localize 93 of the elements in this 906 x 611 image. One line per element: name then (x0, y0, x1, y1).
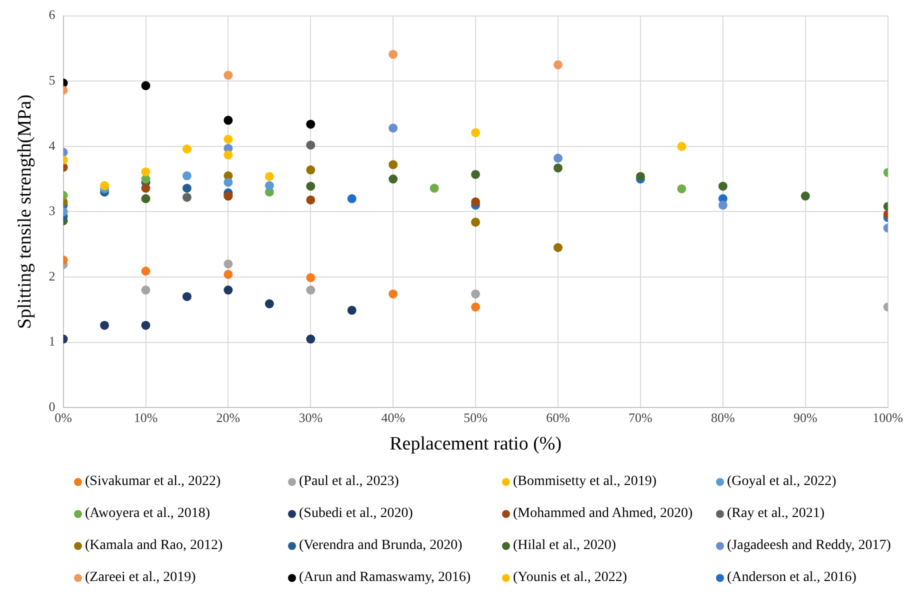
point (471, 197, 480, 206)
point (306, 140, 316, 150)
point (264, 181, 274, 190)
point (306, 120, 316, 129)
legend-label: (Bommisetty et al., 2019) (513, 474, 656, 490)
point (182, 192, 192, 202)
point (306, 273, 316, 282)
point (347, 194, 356, 204)
point (718, 200, 728, 210)
point (182, 292, 192, 302)
x-tick-label: 0% (54, 410, 72, 425)
legend-label: (Ray et al., 2021) (727, 506, 825, 522)
point (306, 334, 316, 344)
y-tick-label: 3 (48, 203, 56, 218)
y-tick-label: 6 (48, 7, 56, 22)
legend-label: (Anderson et al., 2016) (727, 570, 856, 586)
point (554, 163, 563, 172)
point (224, 134, 233, 144)
x-axis-title: Replacement ratio (%) (390, 434, 562, 455)
point (677, 142, 686, 151)
legend-label: (Paul et al., 2023) (299, 474, 399, 490)
legend-label: (Younis et al., 2022) (513, 570, 628, 586)
point (388, 50, 398, 59)
point (388, 289, 398, 298)
legend-label: (Hilal et al., 2020) (513, 538, 616, 554)
point (264, 172, 274, 181)
legend-label: (Zareei et al., 2019) (85, 570, 196, 586)
x-tick-label: 10% (134, 410, 158, 425)
point (224, 116, 233, 125)
point (347, 306, 356, 315)
y-axis-title: Splitting tensile strength(MPa) (14, 94, 36, 329)
point (141, 167, 150, 176)
point (141, 286, 150, 295)
legend-label: (Awoyera et al., 2018) (85, 506, 210, 522)
x-tick-label: 20% (216, 410, 240, 425)
point (306, 182, 316, 191)
x-tick-label: 70% (628, 410, 653, 425)
point (306, 165, 316, 174)
point (100, 181, 110, 190)
point (471, 289, 480, 298)
point (306, 195, 316, 204)
x-tick-label: 40% (381, 410, 406, 425)
x-tick-label: 90% (793, 410, 818, 425)
point (677, 184, 686, 194)
point (264, 299, 274, 308)
point (718, 182, 728, 191)
point (471, 302, 480, 312)
point (388, 160, 398, 170)
point (182, 171, 192, 180)
point (800, 192, 810, 201)
point (224, 70, 233, 80)
y-tick-label: 4 (48, 138, 56, 153)
x-tick-label: 50% (464, 410, 488, 425)
legend-label: (Verendra and Brunda, 2020) (299, 538, 462, 554)
x-tick-label: 100% (872, 410, 904, 425)
point (554, 243, 563, 252)
point (554, 60, 563, 70)
point (224, 259, 233, 268)
point (224, 178, 233, 187)
point (141, 184, 150, 193)
x-tick-label: 30% (298, 410, 323, 425)
point (388, 174, 398, 184)
point (141, 320, 150, 330)
legend-label: (Subedi et al., 2020) (299, 506, 413, 522)
point (141, 81, 150, 90)
x-tick-label: 60% (546, 410, 570, 425)
legend-label: (Arun and Ramaswamy, 2016) (299, 570, 471, 586)
legend-label: (Kamala and Rao, 2012) (85, 538, 223, 554)
point (430, 184, 439, 193)
point (182, 184, 192, 193)
point (141, 266, 150, 276)
y-tick-label: 1 (48, 334, 56, 349)
point (554, 154, 563, 163)
point (388, 124, 398, 133)
point (224, 150, 233, 160)
point (471, 218, 480, 227)
point (100, 320, 110, 330)
point (224, 286, 233, 295)
point (306, 286, 316, 295)
legend-label: (Goyal et al., 2022) (727, 474, 836, 490)
point (224, 270, 233, 279)
point (471, 128, 480, 138)
legend-label: (Jagadeesh and Reddy, 2017) (727, 538, 891, 554)
point (636, 172, 645, 181)
y-tick-label: 2 (48, 268, 56, 284)
point (182, 144, 192, 154)
x-tick-label: 80% (711, 410, 736, 425)
y-tick-label: 5 (48, 72, 56, 88)
point (141, 194, 150, 204)
legend-label: (Mohammed and Ahmed, 2020) (513, 506, 693, 522)
point (471, 170, 480, 179)
legend-label: (Sivakumar et al., 2022) (85, 474, 221, 490)
y-tick-label: 0 (48, 399, 56, 414)
